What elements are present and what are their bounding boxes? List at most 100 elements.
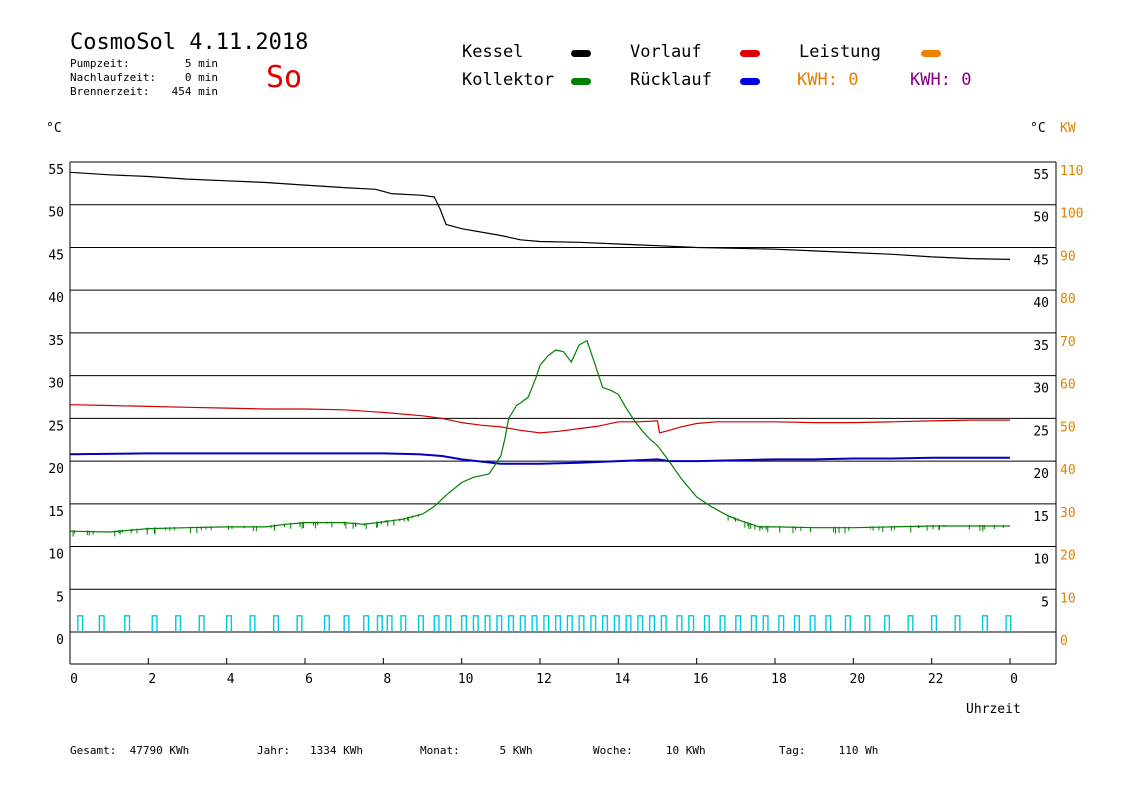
pump-pulse (175, 615, 182, 632)
series-line-kollektor (69, 340, 1010, 533)
pump-pulse (778, 615, 785, 632)
pump-pulse (762, 615, 769, 632)
y-tick-label-left: 15 (48, 505, 64, 520)
pump-pulse (809, 615, 816, 632)
y-tick-label-right: 20 (1033, 467, 1049, 482)
chart-frame (69, 162, 1057, 665)
kwh-label: KWH: (910, 70, 951, 90)
pump-pulse (578, 615, 585, 632)
footer-value: 10 KWh (665, 744, 706, 757)
footer-label: Tag: (779, 744, 806, 757)
y-tick-label-left: 0 (56, 633, 64, 648)
y-tick-label-left: 20 (48, 462, 64, 477)
y-tick-label-left: 5 (56, 590, 64, 605)
pump-pulses (77, 615, 1012, 632)
x-tick-label: 6 (305, 672, 313, 687)
pump-pulse (445, 615, 452, 632)
x-tick-label: 8 (383, 672, 391, 687)
pump-pulse (460, 615, 468, 632)
footer-value: 47790 KWh (129, 744, 190, 757)
pump-pulse (472, 615, 479, 632)
y2-tick-label: 20 (1060, 549, 1076, 564)
weekday-label: So (266, 60, 303, 95)
y-tick-label-right: 5 (1041, 595, 1049, 610)
info-value: 5 min (184, 57, 218, 70)
y-tick-label-right: 55 (1033, 168, 1049, 183)
legend-kessel: Kessel (462, 42, 523, 62)
pump-pulse (1005, 615, 1012, 632)
legend-leistung: Leistung (799, 42, 881, 62)
pump-pulse (601, 615, 609, 632)
legend-kollektor: Kollektor (462, 70, 554, 90)
footer-jahr: Jahr: 1334 KWh (257, 744, 363, 757)
pump-pulse (249, 615, 256, 632)
pump-pulse (625, 615, 632, 632)
legend-swatch-vorlauf (740, 50, 760, 57)
kwh-label: KWH: (797, 70, 838, 90)
left-axis-unit: °C (46, 121, 62, 136)
y-tick-label-right: 25 (1033, 424, 1049, 439)
pump-pulse (590, 615, 597, 632)
x-tick-label: 0 (1010, 672, 1018, 687)
y-tick-label-right: 45 (1033, 253, 1049, 268)
x-tick-label: 0 (70, 672, 78, 687)
footer-value: 1334 KWh (310, 744, 363, 757)
footer-label: Woche: (593, 744, 633, 757)
pump-pulse (543, 615, 550, 632)
pump-pulse (417, 615, 424, 632)
info-value: 454 min (171, 85, 218, 98)
series-line-ruecklauf (69, 452, 1010, 465)
pump-pulse (363, 615, 370, 632)
y-tick-label-left: 10 (48, 548, 64, 563)
y-tick-label-left: 25 (48, 419, 64, 434)
pump-pulse (954, 615, 961, 632)
y2-tick-label: 10 (1060, 591, 1076, 606)
y-tick-label-left: 40 (48, 291, 64, 306)
kwh-value: 0 (848, 70, 859, 90)
pump-pulse (296, 615, 303, 632)
pump-pulse (376, 615, 383, 632)
y2-tick-label: 30 (1060, 506, 1076, 521)
x-tick-label: 12 (536, 672, 552, 687)
pump-pulse (793, 615, 800, 632)
legend-label: Rücklauf (630, 70, 712, 90)
x-tick-label: 16 (693, 672, 709, 687)
footer-label: Jahr: (257, 744, 291, 757)
y-tick-label-left: 45 (48, 248, 64, 263)
pump-pulse (519, 615, 526, 632)
chart-grid (70, 161, 1056, 633)
y-tick-label-right: 30 (1033, 382, 1049, 397)
legend-vorlauf: Vorlauf (630, 42, 702, 62)
pump-pulse (719, 615, 726, 632)
x-tick-label: 4 (227, 672, 235, 687)
pump-pulse (660, 615, 667, 632)
pump-pulse (400, 615, 407, 632)
x-tick-label: 18 (771, 672, 787, 687)
footer-label: Gesamt: (70, 744, 117, 757)
pump-pulse (323, 615, 330, 632)
footer-gesamt: Gesamt: 47790 KWh (70, 744, 189, 757)
pump-pulse (637, 615, 644, 632)
info-pumpzeit: Pumpzeit: 5 min (70, 57, 218, 71)
pump-pulse (198, 615, 205, 632)
y-tick-label-left: 30 (48, 377, 64, 392)
footer-tag: Tag: 110 Wh (779, 744, 878, 757)
y2-tick-label: 40 (1060, 463, 1076, 478)
pump-pulse (484, 615, 491, 632)
y2-tick-label: 80 (1060, 292, 1076, 307)
legend-label: Vorlauf (630, 42, 702, 62)
pump-pulse (750, 615, 757, 632)
x-tick-label: 2 (148, 672, 156, 687)
footer-value: 110 Wh (838, 744, 879, 757)
pump-pulse (907, 615, 914, 632)
pump-pulse (844, 615, 851, 632)
pump-pulse (386, 615, 393, 632)
footer-value: 5 KWh (499, 744, 533, 757)
pump-pulse (981, 615, 988, 632)
series-lines (69, 171, 1011, 537)
x-tick-label: 20 (850, 672, 866, 687)
pump-pulse (343, 615, 350, 632)
right-axis-unit-celsius: °C (1030, 121, 1046, 136)
y2-tick-label: 0 (1060, 634, 1068, 649)
